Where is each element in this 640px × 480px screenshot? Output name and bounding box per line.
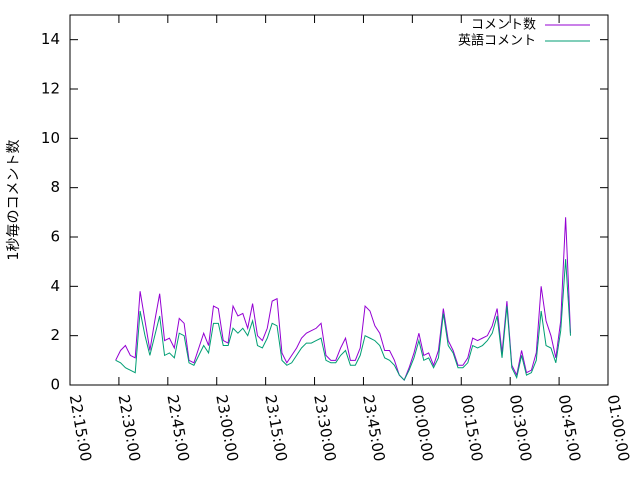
y-tick-label: 12 xyxy=(41,80,60,98)
x-tick-label: 00:45:00 xyxy=(555,393,584,462)
x-tick-label: 23:15:00 xyxy=(261,393,290,462)
x-tick-label: 23:00:00 xyxy=(212,393,241,462)
y-tick-label: 6 xyxy=(50,228,60,246)
x-tick-label: 23:45:00 xyxy=(359,393,388,462)
x-tick-label: 22:30:00 xyxy=(115,393,144,462)
series-line xyxy=(115,217,572,381)
plot-frame xyxy=(69,14,609,386)
y-tick-label: 14 xyxy=(41,30,60,48)
x-tick-label: 22:15:00 xyxy=(66,393,95,462)
x-tick-label: 00:00:00 xyxy=(408,393,437,462)
x-tick-label: 00:30:00 xyxy=(506,393,535,462)
legend-label: 英語コメント xyxy=(458,33,536,49)
y-tick-label: 4 xyxy=(50,277,60,295)
y-axis-label: 1秒毎のコメント数 xyxy=(6,140,22,261)
x-tick-label: 01:00:00 xyxy=(604,393,633,462)
y-tick-label: 0 xyxy=(50,376,60,394)
legend-label: コメント数 xyxy=(471,18,536,33)
x-tick-label: 22:45:00 xyxy=(163,393,192,462)
x-tick-label: 00:15:00 xyxy=(457,393,486,462)
y-tick-label: 8 xyxy=(50,178,60,196)
x-tick-label: 23:30:00 xyxy=(310,393,339,462)
series-line xyxy=(115,259,572,381)
y-tick-label: 2 xyxy=(50,326,60,344)
y-tick-label: 10 xyxy=(41,129,60,147)
